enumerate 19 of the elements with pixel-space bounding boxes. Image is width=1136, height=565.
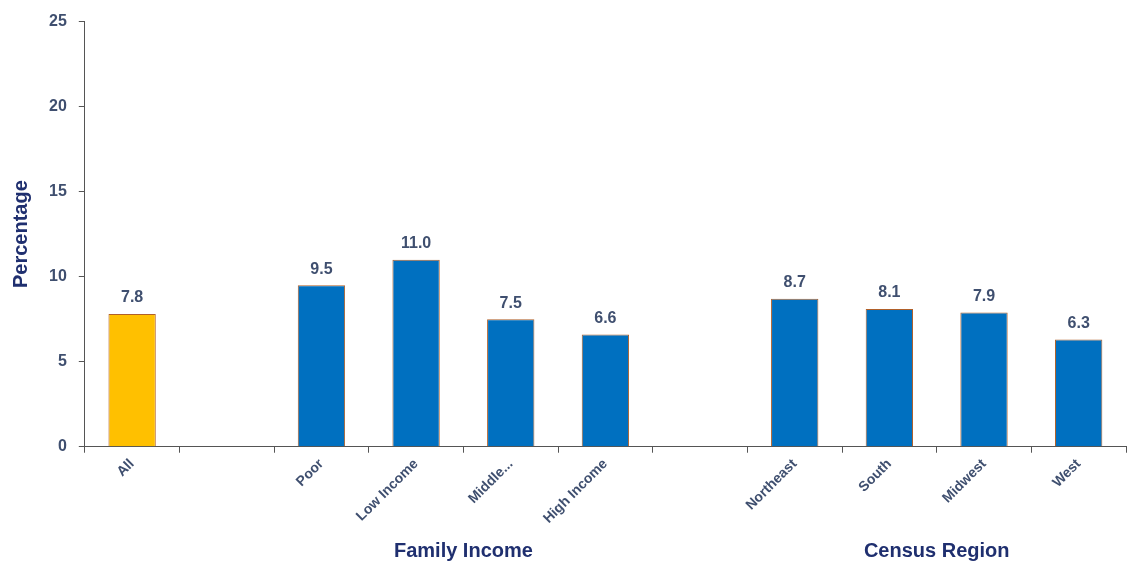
data-label: 11.0 [400, 234, 432, 252]
y-tick-label: 0 [57, 437, 67, 455]
y-tick-label: 15 [49, 182, 67, 200]
data-label: 7.8 [121, 288, 144, 306]
y-axis-title: Percentage [8, 180, 31, 289]
data-label: 6.6 [594, 308, 617, 326]
data-label: 9.5 [310, 259, 333, 277]
y-tick-label: 5 [57, 352, 67, 370]
data-label: 7.5 [499, 293, 522, 311]
data-label: 8.7 [783, 273, 806, 291]
text: Family Income [393, 538, 533, 561]
data-label: 8.1 [878, 283, 901, 301]
text: Census Region [863, 538, 1010, 561]
x-tick-label: All [113, 455, 137, 480]
y-tick-label: 10 [49, 267, 67, 285]
data-label: 6.3 [1067, 314, 1090, 331]
y-tick-label: 25 [49, 12, 67, 30]
data-label: 7.9 [972, 286, 996, 304]
y-tick-label: 20 [49, 97, 67, 115]
